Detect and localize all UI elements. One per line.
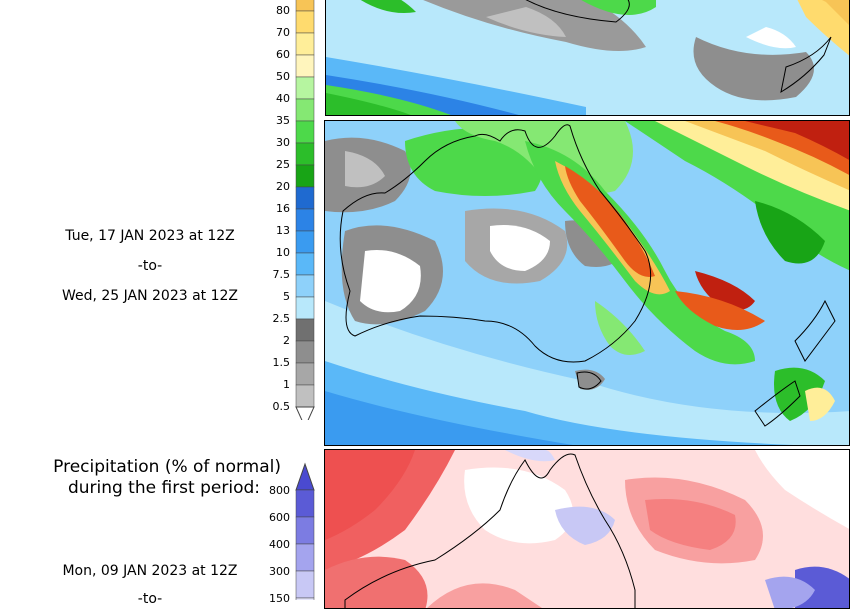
colorbar-tick-label: 70 (276, 26, 290, 39)
colorbar-tick-label: 2 (283, 334, 290, 347)
colorbar-swatch (295, 120, 315, 144)
map-panel-percent-normal (324, 449, 850, 609)
period-bottom-separator: -to- (137, 591, 163, 607)
colorbar-tick-label: 16 (276, 202, 290, 215)
anomaly-colorbar-swatches (295, 462, 315, 600)
colorbar-swatch (295, 274, 315, 298)
colorbar-swatch (295, 164, 315, 188)
colorbar-tick-label: 2.5 (272, 312, 291, 325)
colorbar-swatch (295, 98, 315, 122)
colorbar-swatch (295, 296, 315, 320)
anomaly-colorbar-swatch (295, 543, 315, 572)
colorbar-tick-label: 40 (276, 92, 290, 105)
colorbar-tick-label: 1 (283, 378, 290, 391)
precip-map-previous (326, 0, 849, 115)
colorbar-tick-label: 13 (276, 224, 290, 237)
anomaly-colorbar-swatch (295, 570, 315, 599)
period-bottom-start: Mon, 09 JAN 2023 at 12Z (62, 563, 238, 579)
colorbar-tick-label: 1.5 (272, 356, 291, 369)
colorbar-tick-label: 50 (276, 70, 290, 83)
anomaly-colorbar-swatch (295, 489, 315, 518)
map-panel-precip-total (324, 120, 850, 446)
colorbar-swatch (295, 230, 315, 254)
colorbar-tick-label: 60 (276, 48, 290, 61)
colorbar-swatch (295, 362, 315, 386)
anomaly-colorbar-swatch (295, 516, 315, 545)
colorbar-swatch (295, 0, 315, 12)
colorbar-swatch (295, 318, 315, 342)
period-end: Wed, 25 JAN 2023 at 12Z (61, 288, 239, 304)
anomaly-colorbar-max-arrow (295, 462, 315, 491)
colorbar-swatch (295, 54, 315, 78)
anomaly-colorbar-tick-label: 600 (269, 511, 290, 524)
anomaly-colorbar-tick-label: 800 (269, 484, 290, 497)
colorbar-swatch (295, 142, 315, 166)
colorbar-tick-label: 5 (283, 290, 290, 303)
colorbar-tick-label: 80 (276, 4, 290, 17)
colorbar-tick-label: 7.5 (272, 268, 291, 281)
colorbar-swatch (295, 186, 315, 210)
colorbar-tick-label: 20 (276, 180, 290, 193)
colorbar-swatch (295, 10, 315, 34)
colorbar-tick-label: 0.5 (272, 400, 291, 413)
colorbar-swatch (295, 340, 315, 364)
colorbar-tick-label: 10 (276, 246, 290, 259)
colorbar-swatches (295, 0, 315, 420)
colorbar-swatch (295, 252, 315, 276)
colorbar-swatch (295, 32, 315, 56)
colorbar-swatch (295, 208, 315, 232)
map-panel-previous (325, 0, 850, 116)
period-separator: -to- (137, 258, 163, 274)
period-start: Tue, 17 JAN 2023 at 12Z (65, 228, 235, 244)
anomaly-colorbar-tick-label: 400 (269, 538, 290, 551)
anomaly-colorbar-tick-label: 300 (269, 565, 290, 578)
percent-normal-map (325, 450, 849, 608)
precip-map-total (325, 121, 849, 445)
colorbar-tick-label: 30 (276, 136, 290, 149)
anomaly-colorbar-swatch (295, 597, 315, 600)
colorbar-swatch (295, 384, 315, 408)
colorbar-min-arrow (295, 406, 315, 420)
colorbar-tick-label: 25 (276, 158, 290, 171)
colorbar-tick-label: 35 (276, 114, 290, 127)
anomaly-title-line1: Precipitation (% of normal) (53, 457, 281, 477)
anomaly-title-line2: during the first period: (67, 478, 260, 498)
colorbar-swatch (295, 76, 315, 100)
